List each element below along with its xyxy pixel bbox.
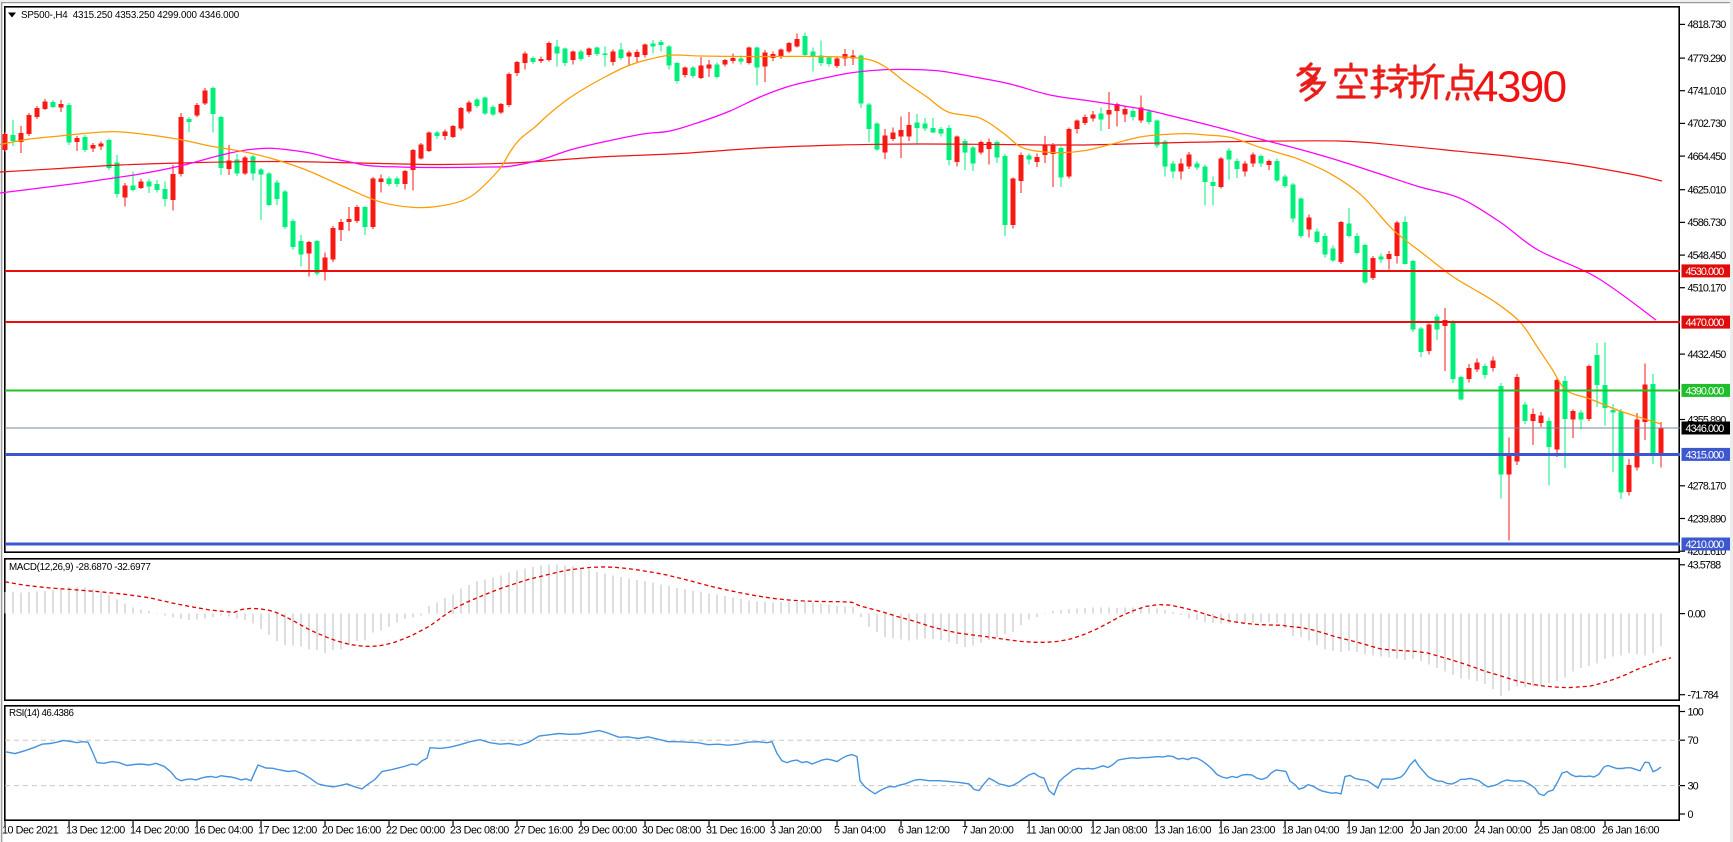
svg-text:31 Dec 16:00: 31 Dec 16:00 <box>706 825 765 837</box>
svg-text:4315.000: 4315.000 <box>1686 449 1725 461</box>
svg-text:43.5788: 43.5788 <box>1688 560 1722 572</box>
svg-text:4210.000: 4210.000 <box>1686 539 1725 551</box>
svg-text:4625.010: 4625.010 <box>1688 185 1727 197</box>
svg-text:4390.000: 4390.000 <box>1686 385 1725 397</box>
svg-text:24 Jan 00:00: 24 Jan 00:00 <box>1474 825 1531 837</box>
svg-text:3 Jan 20:00: 3 Jan 20:00 <box>770 825 822 837</box>
svg-text:20 Jan 20:00: 20 Jan 20:00 <box>1410 825 1467 837</box>
svg-text:4239.890: 4239.890 <box>1688 513 1727 525</box>
svg-text:22 Dec 00:00: 22 Dec 00:00 <box>386 825 445 837</box>
svg-text:16 Dec 04:00: 16 Dec 04:00 <box>194 825 253 837</box>
svg-text:6 Jan 12:00: 6 Jan 12:00 <box>898 825 950 837</box>
svg-text:-71.784: -71.784 <box>1688 690 1719 702</box>
svg-text:20 Dec 16:00: 20 Dec 16:00 <box>322 825 381 837</box>
svg-text:25 Jan 08:00: 25 Jan 08:00 <box>1538 825 1595 837</box>
svg-text:4346.000: 4346.000 <box>1686 423 1725 435</box>
svg-text:70: 70 <box>1688 735 1699 747</box>
svg-text:26 Jan 16:00: 26 Jan 16:00 <box>1602 825 1659 837</box>
svg-text:18 Jan 04:00: 18 Jan 04:00 <box>1282 825 1339 837</box>
svg-text:4548.450: 4548.450 <box>1688 250 1727 262</box>
svg-text:13 Dec 12:00: 13 Dec 12:00 <box>66 825 125 837</box>
svg-text:4390: 4390 <box>1474 63 1566 112</box>
svg-text:4278.170: 4278.170 <box>1688 481 1727 493</box>
svg-text:12 Jan 08:00: 12 Jan 08:00 <box>1090 825 1147 837</box>
svg-text:17 Dec 12:00: 17 Dec 12:00 <box>258 825 317 837</box>
svg-text:7 Jan 20:00: 7 Jan 20:00 <box>962 825 1014 837</box>
svg-text:13 Jan 16:00: 13 Jan 16:00 <box>1154 825 1211 837</box>
svg-text:4741.010: 4741.010 <box>1688 86 1727 98</box>
svg-text:MACD(12,26,9) -28.6870 -32.697: MACD(12,26,9) -28.6870 -32.6977 <box>9 562 151 573</box>
svg-text:4530.000: 4530.000 <box>1686 266 1725 278</box>
svg-text:4510.170: 4510.170 <box>1688 283 1727 295</box>
svg-text:RSI(14) 46.4386: RSI(14) 46.4386 <box>9 708 74 719</box>
svg-text:4586.730: 4586.730 <box>1688 217 1727 229</box>
svg-text:0.00: 0.00 <box>1688 608 1706 620</box>
svg-text:SP500-,H4 4315.250 4353.250 4: SP500-,H4 4315.250 4353.250 4299.000 434… <box>21 10 240 21</box>
svg-text:10 Dec 2021: 10 Dec 2021 <box>2 825 59 837</box>
svg-text:4818.730: 4818.730 <box>1688 19 1727 31</box>
svg-text:16 Jan 23:00: 16 Jan 23:00 <box>1218 825 1275 837</box>
svg-text:23 Dec 08:00: 23 Dec 08:00 <box>450 825 509 837</box>
svg-text:0: 0 <box>1688 809 1694 821</box>
svg-text:19 Jan 12:00: 19 Jan 12:00 <box>1346 825 1403 837</box>
svg-text:5 Jan 04:00: 5 Jan 04:00 <box>834 825 886 837</box>
svg-text:4702.730: 4702.730 <box>1688 118 1727 130</box>
svg-text:29 Dec 00:00: 29 Dec 00:00 <box>578 825 637 837</box>
svg-text:4664.450: 4664.450 <box>1688 151 1727 163</box>
svg-text:30 Dec 08:00: 30 Dec 08:00 <box>642 825 701 837</box>
svg-text:30: 30 <box>1688 780 1699 792</box>
svg-text:27 Dec 16:00: 27 Dec 16:00 <box>514 825 573 837</box>
svg-text:4779.290: 4779.290 <box>1688 53 1727 65</box>
svg-text:4470.000: 4470.000 <box>1686 317 1725 329</box>
svg-text:11 Jan 00:00: 11 Jan 00:00 <box>1026 825 1083 837</box>
svg-text:100: 100 <box>1688 706 1704 718</box>
svg-text:14 Dec 20:00: 14 Dec 20:00 <box>130 825 189 837</box>
svg-text:4432.450: 4432.450 <box>1688 349 1727 361</box>
